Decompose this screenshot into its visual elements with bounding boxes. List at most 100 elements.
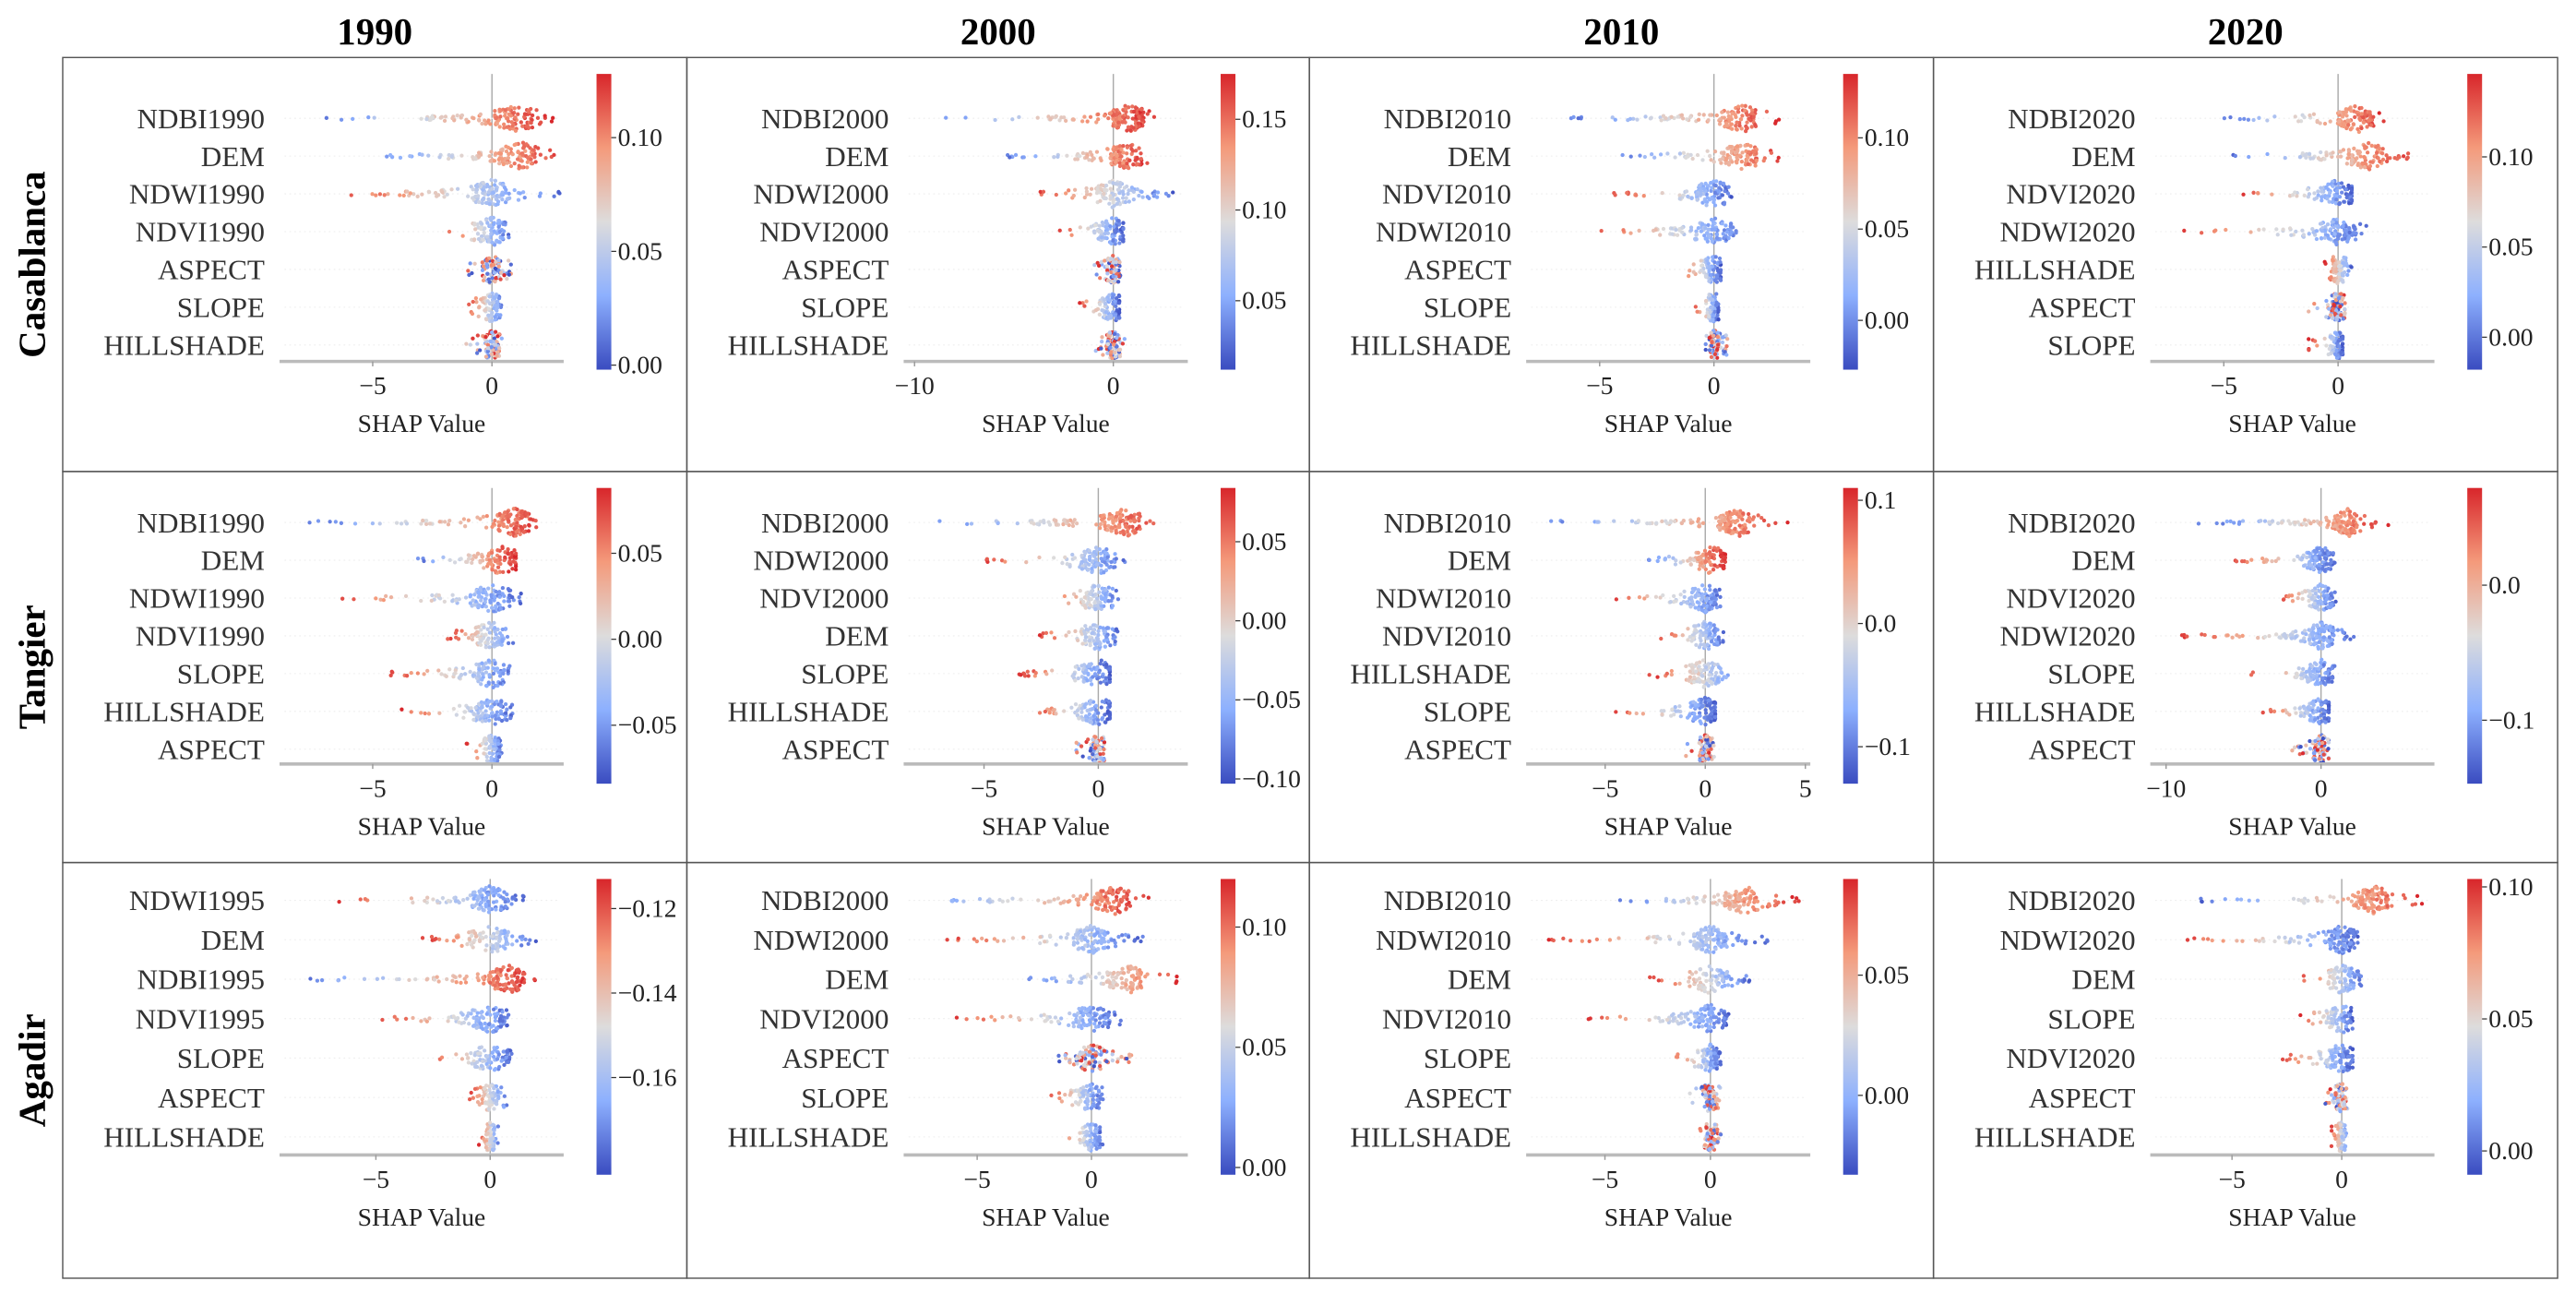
shap-point xyxy=(1127,188,1131,193)
shap-point xyxy=(388,152,393,158)
shap-point xyxy=(457,703,462,708)
shap-point xyxy=(2346,269,2351,273)
shap-point xyxy=(1111,254,1115,258)
shap-point xyxy=(499,336,504,341)
shap-panel-casablanca-2020: NDBI2020DEMNDVI2020NDWI2020HILLSHADEASPE… xyxy=(1974,74,2534,437)
shap-point xyxy=(483,709,488,713)
shap-point xyxy=(2316,189,2320,194)
shap-point xyxy=(1114,304,1118,308)
shap-point xyxy=(531,148,536,152)
shap-point xyxy=(1713,588,1718,593)
x-axis-label: SHAP Value xyxy=(2228,409,2356,437)
shap-point xyxy=(1105,278,1111,283)
shap-point xyxy=(507,151,511,157)
shap-point xyxy=(1702,548,1708,553)
shap-point xyxy=(1097,312,1102,317)
shap-point xyxy=(1712,216,1718,221)
shap-point xyxy=(525,160,530,164)
shap-point xyxy=(471,187,475,192)
shap-point xyxy=(485,342,491,347)
shap-point xyxy=(1151,521,1156,526)
shap-point xyxy=(483,122,488,126)
shap-point xyxy=(1653,227,1658,233)
shap-point xyxy=(400,707,404,712)
shap-point xyxy=(1089,224,1093,229)
colorbar-tick-label: 0.00 xyxy=(1865,305,1909,334)
shap-point xyxy=(1103,310,1109,315)
shap-point xyxy=(520,152,525,157)
shap-point xyxy=(1105,341,1111,347)
shap-point xyxy=(1026,674,1031,678)
shap-point xyxy=(548,148,553,152)
shap-point xyxy=(526,529,531,533)
shap-point xyxy=(493,738,497,743)
shap-point xyxy=(1576,116,1580,121)
shap-point xyxy=(1610,115,1615,120)
shap-point xyxy=(1122,337,1127,341)
shap-point xyxy=(1103,114,1107,118)
shap-point xyxy=(500,639,505,643)
shap-point xyxy=(1701,603,1706,607)
shap-point xyxy=(496,527,501,533)
shap-point xyxy=(486,680,491,685)
shap-point xyxy=(1689,590,1695,595)
shap-point xyxy=(493,329,498,334)
shap-point xyxy=(1102,196,1106,201)
shap-point xyxy=(1092,222,1098,228)
shap-point xyxy=(1659,118,1664,123)
feature-label: HILLSHADE xyxy=(728,329,889,362)
shap-point xyxy=(1661,114,1666,118)
shap-point xyxy=(2327,306,2332,311)
shap-point xyxy=(1074,521,1079,526)
feature-label: HILLSHADE xyxy=(1350,329,1511,362)
shap-point xyxy=(2296,119,2301,124)
shap-point xyxy=(517,105,521,110)
shap-point xyxy=(1711,545,1717,550)
shap-point xyxy=(1111,200,1115,205)
shap-point xyxy=(2361,120,2366,125)
shap-point xyxy=(507,569,511,574)
colorbar-tick-label: 0.05 xyxy=(1865,214,1909,243)
shap-point xyxy=(1080,150,1085,156)
shap-point xyxy=(435,194,439,198)
shap-point xyxy=(441,555,446,559)
shap-point xyxy=(1117,116,1122,121)
shap-point xyxy=(1708,272,1712,277)
shap-point xyxy=(1148,519,1152,523)
shap-point xyxy=(422,558,426,564)
shap-point xyxy=(1706,227,1711,232)
shap-point xyxy=(1628,154,1633,159)
shap-point xyxy=(1725,110,1731,114)
feature-label: HILLSHADE xyxy=(1974,254,2136,286)
shap-point xyxy=(984,557,990,561)
shap-point xyxy=(487,630,492,635)
feature-label: HILLSHADE xyxy=(103,329,265,362)
shap-point xyxy=(1119,147,1124,151)
shap-point xyxy=(1620,152,1625,158)
shap-point xyxy=(1711,268,1716,272)
shap-point xyxy=(500,585,506,591)
shap-point xyxy=(1697,664,1701,669)
shap-point xyxy=(1144,521,1149,525)
shap-point xyxy=(1735,161,1739,165)
shap-point xyxy=(1129,151,1134,156)
shap-point xyxy=(1682,594,1687,600)
shap-point xyxy=(492,620,496,626)
shap-point xyxy=(1560,520,1565,524)
shap-point xyxy=(377,192,383,197)
feature-label: ASPECT xyxy=(781,254,888,286)
shap-point xyxy=(518,191,522,196)
shap-point xyxy=(1723,350,1727,354)
shap-point xyxy=(1104,264,1109,269)
shap-point xyxy=(1085,119,1090,124)
shap-point xyxy=(1726,235,1731,241)
shap-point xyxy=(1054,114,1058,118)
shap-point xyxy=(505,634,510,640)
shap-point xyxy=(1637,594,1642,600)
shap-point xyxy=(1680,116,1686,121)
shap-point xyxy=(495,683,500,688)
shap-point xyxy=(1145,161,1150,165)
shap-point xyxy=(470,311,475,317)
shap-point xyxy=(1140,195,1145,199)
shap-point xyxy=(944,115,948,120)
